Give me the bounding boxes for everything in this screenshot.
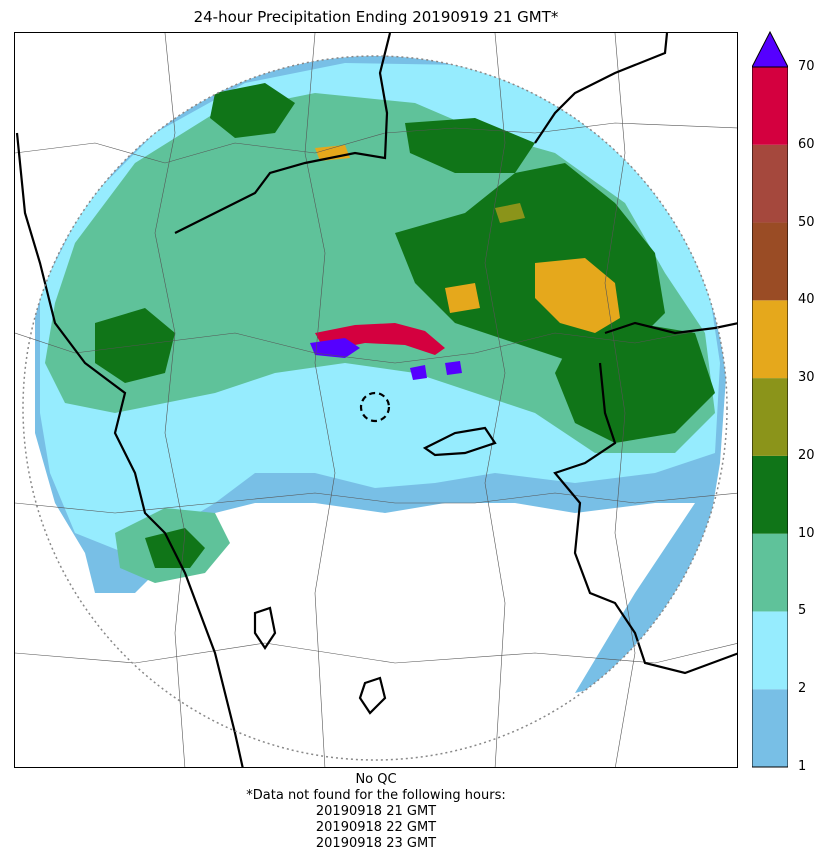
border-east	[604, 321, 737, 335]
precipitation-map[interactable]	[14, 32, 738, 768]
precip-30-40-c	[445, 283, 480, 313]
colorbar-tick-label: 30	[798, 370, 815, 386]
colorbar-segment	[752, 611, 788, 690]
colorbar-segment	[752, 300, 788, 379]
precip-extreme-band	[310, 338, 360, 358]
colorbar-segment	[752, 533, 788, 612]
colorbar-tick-label: 70	[798, 59, 815, 74]
precip-50-70-band	[315, 323, 445, 355]
border-lake	[422, 426, 497, 457]
country-borders	[15, 33, 737, 767]
colorbar-segment	[752, 222, 788, 301]
radar-range-ring	[22, 55, 728, 761]
precip-10-20-sw	[145, 528, 205, 568]
colorbar-tick-label: 10	[798, 525, 815, 541]
colorbar-segment	[752, 689, 788, 767]
precip-field	[35, 56, 727, 693]
precip-10-20-e	[555, 323, 715, 443]
map-title: 24-hour Precipitation Ending 20190919 21…	[193, 8, 559, 26]
colorbar-segment	[752, 455, 788, 534]
border-enclave-s2	[358, 676, 387, 715]
border-north	[174, 33, 392, 234]
colorbar-tick-label: 40	[798, 292, 815, 308]
colorbar-tick-label: 2	[798, 681, 807, 697]
colorbar	[752, 30, 788, 768]
colorbar-segment	[752, 67, 788, 145]
precip-30-40-ne	[535, 258, 620, 333]
precip-10-20-nw	[210, 83, 295, 138]
border-se	[553, 362, 737, 675]
colorbar-segment	[752, 144, 788, 223]
precip-30-40-n	[315, 145, 350, 161]
precip-extreme-spots	[410, 361, 462, 380]
colorbar-tick-label: 60	[798, 136, 815, 152]
colorbar-tick-label: 50	[798, 214, 815, 230]
qc-label: No QC	[355, 772, 397, 787]
border-enclave-s	[253, 606, 277, 650]
colorbar-tick-label: 5	[798, 603, 807, 619]
colorbar-tick-label: 1	[798, 759, 807, 774]
colorbar-segment	[752, 378, 788, 456]
missing-hour-2: 20190918 22 GMT	[315, 820, 437, 835]
border-ne	[534, 33, 669, 144]
missing-data-note: *Data not found for the following hours:	[246, 788, 506, 803]
colorbar-extend-triangle	[752, 30, 788, 68]
province-borders	[15, 33, 737, 767]
footer-notes: No QC *Data not found for the following …	[14, 772, 738, 852]
colorbar-tick-label: 20	[798, 447, 815, 463]
border-west	[15, 132, 244, 767]
radar-site-marker	[359, 391, 391, 423]
missing-hour-3: 20190918 23 GMT	[315, 836, 437, 851]
map-canvas	[15, 33, 737, 767]
precip-20-30	[495, 203, 525, 223]
missing-hour-1: 20190918 21 GMT	[315, 804, 437, 819]
